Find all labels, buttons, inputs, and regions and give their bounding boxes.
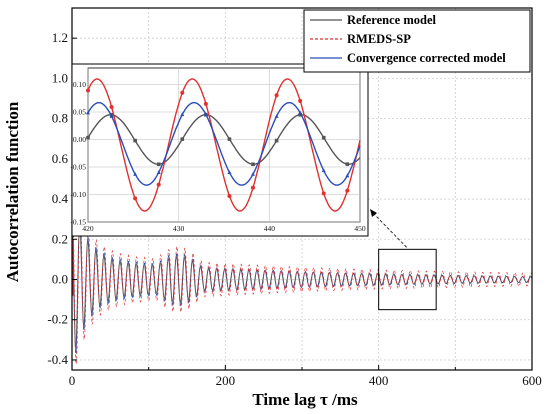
y-tick-label: -0.4 [47, 352, 68, 367]
inset-y-tick-label: 0.05 [73, 108, 86, 117]
inset-marker [227, 170, 232, 175]
inset-series-reference-model [87, 114, 361, 165]
x-axis-title: Time lag τ /ms [252, 390, 358, 409]
inset-marker [251, 162, 255, 167]
legend: Reference model RMEDS-SP Convergence corre… [303, 9, 531, 73]
inset-marker [274, 138, 279, 143]
zoom-annotation [370, 209, 437, 311]
y-tick-label: 0.2 [52, 231, 68, 246]
inset-marker [203, 101, 208, 106]
inset-marker [156, 170, 161, 175]
inset-marker [203, 112, 208, 117]
x-tick-label: 0 [69, 373, 76, 388]
inset-marker [227, 137, 232, 141]
x-tick-label: 600 [522, 373, 542, 388]
y-tick-label: 0.6 [52, 151, 69, 166]
inset-y-tick-label: -0.05 [70, 163, 86, 172]
inset-marker [345, 162, 350, 166]
legend-label: Reference model [347, 13, 436, 27]
inset-marker [251, 185, 256, 190]
legend-label: RMEDS-SP [347, 32, 411, 46]
inset-x-tick-label: 430 [173, 224, 185, 233]
y-tick-label: 1.0 [52, 70, 68, 85]
inset-marker [180, 112, 185, 117]
inset-marker [321, 168, 326, 173]
inset-marker [274, 93, 279, 98]
inset-marker [109, 114, 114, 118]
inset-x-tick-label: 450 [354, 224, 366, 233]
x-tick-label: 400 [369, 373, 389, 388]
y-axis-title: Autocorrelation function [3, 101, 22, 282]
inset-x-tick-label: 440 [264, 224, 276, 233]
inset-marker [109, 105, 114, 110]
inset-chart: 420 430 440 450 -0.15 -0.10 -0.05 0.00 0.05 0.10 [70, 63, 369, 237]
inset-marker [321, 191, 326, 196]
inset-marker [298, 112, 302, 117]
inset-marker [227, 193, 232, 198]
inset-marker [156, 162, 161, 167]
inset-marker [321, 135, 326, 140]
inset-marker [345, 173, 350, 178]
inset-series-convergence-corrected-model [87, 101, 361, 186]
y-tick-label: 1.2 [52, 30, 68, 45]
series-line-convergence-corrected-model [71, 78, 532, 355]
zoom-arrow-line [371, 211, 407, 248]
main-plot-area [71, 78, 532, 365]
inset-x-tick-label: 420 [82, 224, 94, 233]
inset-marker [133, 196, 138, 201]
inset-marker [274, 114, 279, 118]
inset-marker [251, 171, 256, 176]
inset-y-tick-label: -0.10 [70, 190, 86, 199]
main-ticks: 0 200 400 600 -0.4 -0.2 0.0 0.2 0.4 0.6 0.8 1.0 1.2 [47, 30, 541, 388]
y-tick-label: 0.8 [52, 111, 68, 126]
inset-marker [156, 182, 161, 187]
inset-marker [298, 110, 303, 115]
x-tick-label: 200 [216, 373, 236, 388]
y-tick-label: -0.2 [47, 312, 68, 327]
inset-marker [133, 171, 138, 176]
inset-marker [86, 135, 90, 140]
inset-marker [86, 110, 90, 115]
inset-y-tick-label: 0.00 [73, 135, 86, 144]
inset-marker [86, 88, 90, 93]
inset-series-rmeds-sp [87, 78, 361, 212]
inset-marker [345, 188, 350, 193]
zoom-box [378, 248, 437, 311]
inset-marker [180, 137, 185, 141]
inset-marker [133, 138, 137, 143]
inset-y-tick-label: -0.15 [70, 218, 86, 227]
inset-marker [180, 90, 185, 95]
inset-y-tick-label: 0.10 [73, 80, 86, 89]
zoom-arrow-head [370, 209, 377, 217]
legend-label: Convergence corrected model [347, 51, 506, 65]
series-line-reference-model [71, 78, 532, 348]
y-tick-label: 0.0 [52, 272, 68, 287]
inset-marker [298, 98, 303, 103]
series-line-rmeds-sp [71, 78, 532, 365]
y-tick-label: 0.4 [52, 191, 69, 206]
